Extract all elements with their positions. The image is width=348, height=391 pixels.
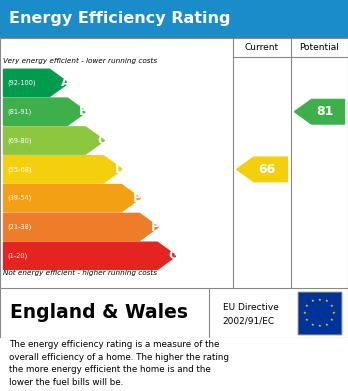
Text: 2002/91/EC: 2002/91/EC — [223, 317, 275, 326]
Text: (81-91): (81-91) — [7, 108, 31, 115]
Polygon shape — [3, 156, 122, 183]
Polygon shape — [3, 69, 69, 97]
Text: Energy Efficiency Rating: Energy Efficiency Rating — [9, 11, 230, 27]
Text: ★: ★ — [332, 311, 335, 315]
Text: ★: ★ — [305, 318, 309, 322]
Text: Potential: Potential — [300, 43, 339, 52]
Text: Very energy efficient - lower running costs: Very energy efficient - lower running co… — [3, 58, 158, 64]
Text: ★: ★ — [303, 311, 307, 315]
Text: 81: 81 — [316, 105, 333, 118]
Text: G: G — [168, 249, 179, 262]
Text: (39-54): (39-54) — [7, 195, 31, 201]
Text: C: C — [97, 134, 106, 147]
Text: The energy efficiency rating is a measure of the
overall efficiency of a home. T: The energy efficiency rating is a measur… — [9, 340, 229, 387]
Text: England & Wales: England & Wales — [10, 303, 188, 323]
Text: ★: ★ — [330, 318, 334, 322]
Text: (21-38): (21-38) — [7, 224, 31, 230]
Text: Not energy efficient - higher running costs: Not energy efficient - higher running co… — [3, 269, 158, 276]
Polygon shape — [3, 185, 140, 212]
Polygon shape — [3, 242, 176, 269]
Polygon shape — [237, 157, 287, 182]
Text: 66: 66 — [259, 163, 276, 176]
Text: ★: ★ — [325, 300, 329, 303]
Text: A: A — [61, 76, 71, 90]
Polygon shape — [3, 213, 158, 241]
Text: ★: ★ — [325, 323, 329, 326]
Text: (92-100): (92-100) — [7, 80, 35, 86]
Text: ★: ★ — [317, 298, 321, 301]
Text: (69-80): (69-80) — [7, 137, 31, 144]
Polygon shape — [294, 99, 345, 124]
Text: B: B — [79, 105, 88, 118]
Text: (1-20): (1-20) — [7, 253, 27, 259]
Text: ★: ★ — [310, 323, 314, 326]
Bar — [298, 292, 341, 334]
Text: (55-68): (55-68) — [7, 166, 32, 172]
Text: E: E — [133, 192, 142, 205]
Text: ★: ★ — [305, 304, 309, 308]
Text: ★: ★ — [310, 300, 314, 303]
Bar — [298, 292, 341, 334]
Text: ★: ★ — [317, 325, 321, 328]
Text: Current: Current — [245, 43, 279, 52]
Text: EU Directive: EU Directive — [223, 303, 279, 312]
Text: F: F — [151, 221, 160, 233]
Text: D: D — [114, 163, 125, 176]
Polygon shape — [3, 127, 104, 154]
Polygon shape — [3, 98, 87, 126]
Text: ★: ★ — [330, 304, 334, 308]
